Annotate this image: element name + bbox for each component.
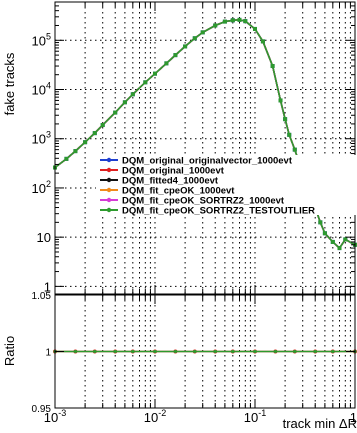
series-marker [318,220,323,225]
legend-swatch-marker [106,207,112,213]
main-plot-area [55,2,355,294]
ratio-marker [273,349,278,354]
series-marker [222,19,227,24]
series-marker [283,117,288,122]
ratio-marker [331,349,335,354]
series-marker [64,156,69,161]
series-marker [100,123,105,128]
ratio-ticks: 0.95 1 1.05 10-3 10-2 10-1 1 [32,291,357,425]
ratio-y-tick-label: 1 [45,348,51,359]
ratio-marker [131,349,135,354]
ratio-marker [193,349,197,354]
series-marker [243,19,248,24]
ratio-marker [93,349,97,354]
legend: DQM_original_originalvector_1000evtDQM_o… [96,155,357,217]
series-marker [292,147,297,152]
series-marker [183,44,188,49]
legend-entry-label: DQM_fit_cpeOK_1000evt [122,186,235,197]
series-marker [113,110,118,115]
series-marker [337,246,342,251]
ratio-marker [313,349,317,354]
series-marker [278,98,283,103]
x-axis-title: track min ΔR [283,416,357,431]
series-marker [213,23,218,28]
main-y-tick-label: 102 [32,179,51,196]
series-marker [230,18,235,23]
series-marker [270,64,275,69]
ratio-marker [73,349,78,354]
ratio-marker [113,349,117,354]
series-marker [253,26,257,31]
ratio-y-tick-label: 1.05 [32,291,52,302]
main-y-tick-label: 103 [32,130,51,147]
series-marker [192,36,197,41]
ratio-x-tick-label: 1 [350,410,357,425]
legend-entry-label: DQM_fit_cpeOK_SORTRZ2_TESTOUTLIER [122,206,315,217]
main-y-ticks: 1 10 102 103 104 105 [32,1,355,294]
ratio-x-tick-label: 10-1 [244,408,266,425]
series-marker [260,39,265,44]
legend-swatch-marker [106,157,112,163]
series-marker [143,80,148,85]
ratio-x-tick-label: 10-2 [144,408,166,425]
legend-entry-label: DQM_original_originalvector_1000evt [122,156,293,167]
series-marker [164,61,169,66]
ratio-x-tick-label: 10-3 [44,408,66,425]
series-marker [130,92,135,97]
legend-swatch-marker [106,187,112,193]
legend-entry-label: DQM_original_1000evt [122,166,225,177]
series-marker [330,239,335,244]
ratio-series-layer [53,349,357,354]
legend-entry-label: DQM_fitted4_1000evt [122,176,219,187]
main-frame [54,1,356,295]
series-marker [173,53,178,58]
series-marker [122,100,127,105]
legend-box [96,155,357,215]
series-marker [92,131,97,136]
ratio-marker [253,349,257,354]
ratio-marker [173,349,178,354]
ratio-y-tick-label: 0.95 [32,404,52,415]
legend-swatch-marker [106,177,112,183]
ratio-marker [231,349,235,354]
ratio-marker [213,349,217,354]
series-marker [153,71,157,76]
series-marker [73,149,78,154]
ratio-marker [293,349,297,354]
series-marker [83,140,88,145]
ratio-y-axis-title: Ratio [2,336,17,366]
ratio-marker [153,349,157,354]
series-marker [237,17,242,22]
series-marker [343,237,348,242]
main-y-tick-label: 10 [37,230,51,245]
series-marker [322,231,327,236]
legend-swatch-marker [106,197,112,203]
main-y-axis-title: fake tracks [2,52,17,115]
legend-swatch-marker [106,167,112,173]
main-y-tick-label: 1 [44,279,51,294]
series-marker [287,132,292,137]
main-y-tick-label: 105 [32,31,51,48]
series-marker [200,30,205,35]
legend-entry-label: DQM_fit_cpeOK_SORTRZ2_1000evt [122,196,285,207]
main-y-tick-label: 104 [32,81,51,98]
